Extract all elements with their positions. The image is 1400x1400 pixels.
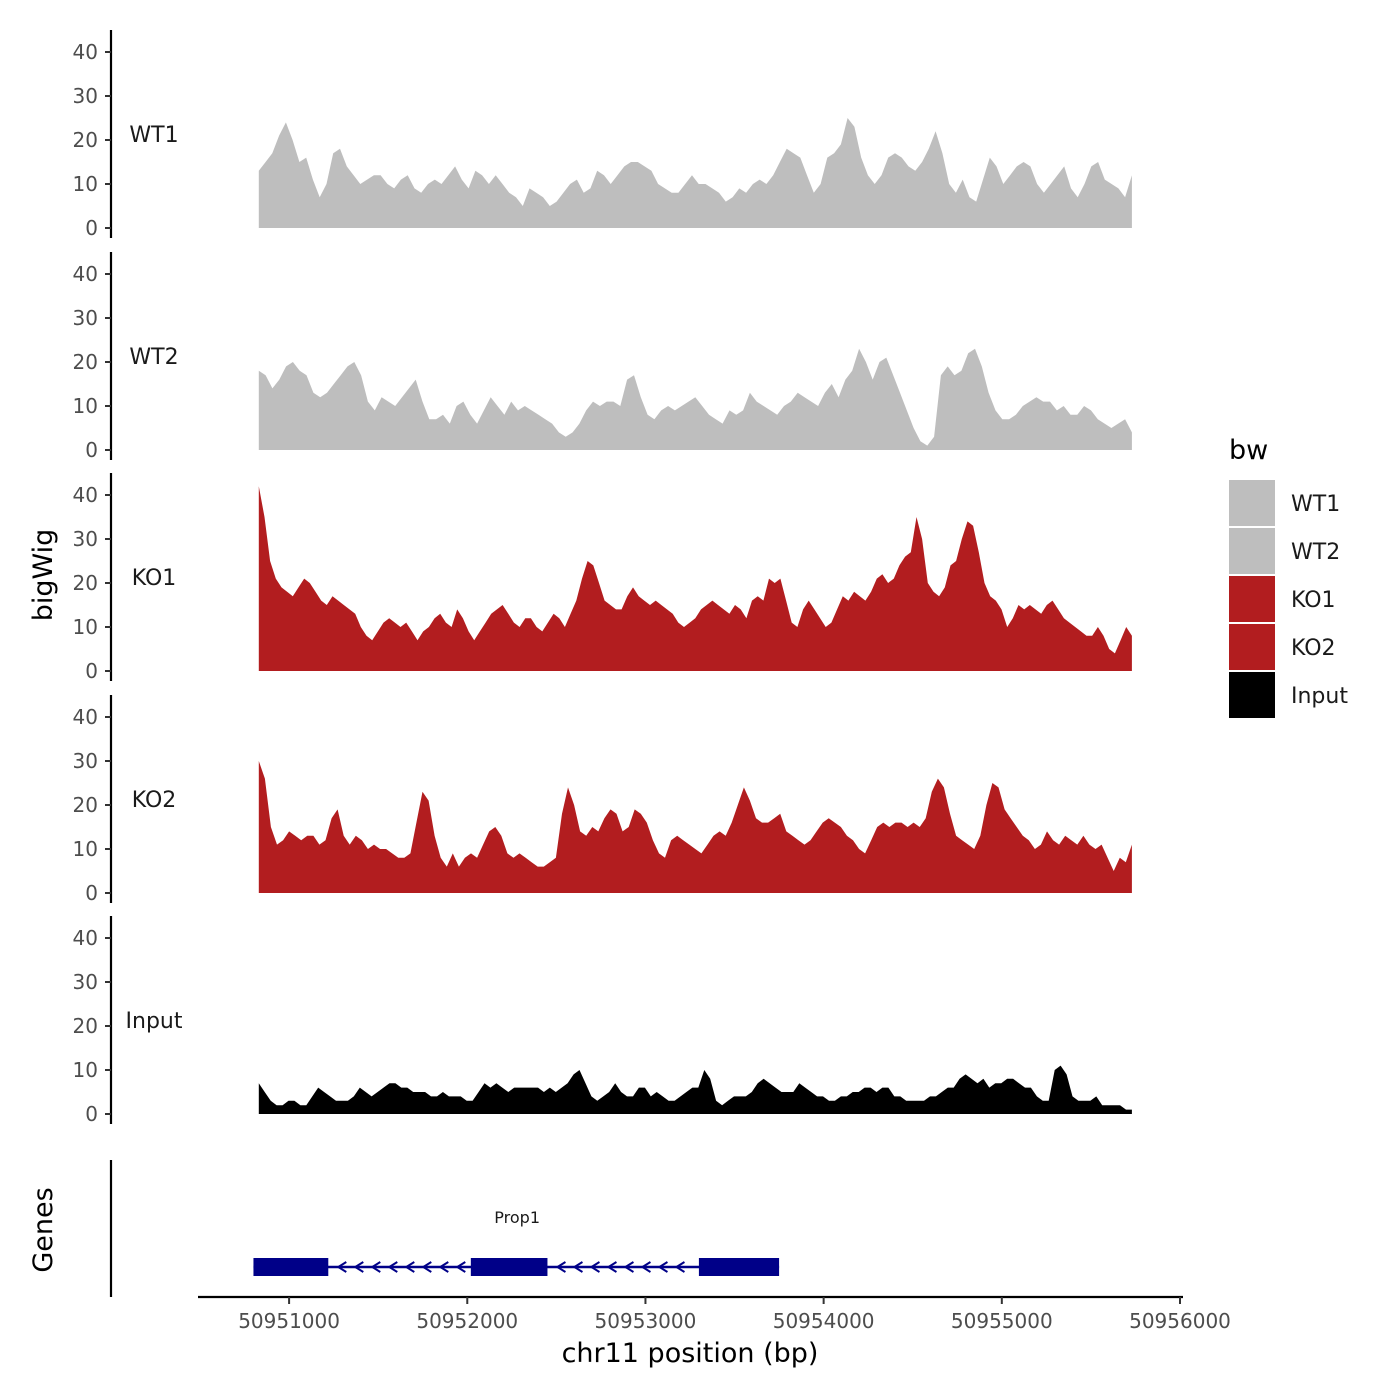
y-tick-label: 30 [73,306,98,330]
y-tick-label: 0 [85,216,98,240]
y-tick-label: 10 [73,615,98,639]
strand-arrow [336,1261,347,1273]
strand-arrow [589,1261,600,1273]
track-panels: 0 10 20 30 40 WT1 0 10 20 30 40 WT2 0 10 20 30 40 KO1 0 10 2… [73,30,1132,1126]
y-tick-label: 0 [85,438,98,462]
strand-arrow [353,1261,364,1273]
gene-label: Prop1 [494,1208,540,1227]
y-tick-label: 40 [73,705,98,729]
y-axis-title: bigWig [28,529,59,622]
legend-entries: WT1 WT2 KO1 KO2 Input [1229,480,1348,718]
track-label-wt1: WT1 [129,123,178,148]
y-tick-label: 20 [73,571,98,595]
x-tick-label: 50956000 [1129,1309,1231,1333]
track-panel-wt1: 0 10 20 30 40 WT1 [73,30,1132,240]
strand-arrow [606,1261,617,1273]
x-tick-label: 50953000 [595,1309,697,1333]
strand-arrow [674,1261,685,1273]
y-tick-label: 10 [73,837,98,861]
legend-label-input: Input [1291,684,1348,709]
signal-area-input [258,1065,1132,1114]
signal-area-wt1 [258,118,1132,228]
x-axis: 50951000 50952000 50953000 50954000 50955000… [198,1295,1231,1369]
genes-track-title: Genes [28,1187,59,1272]
genes-group: Prop1 [253,1208,780,1276]
strand-arrow [623,1261,634,1273]
legend: bw WT1 WT2 KO1 KO2 Input [1229,435,1348,718]
x-tick-label: 50952000 [416,1309,518,1333]
x-tick-label: 50954000 [773,1309,875,1333]
y-tick-label: 40 [73,483,98,507]
track-panel-ko1: 0 10 20 30 40 KO1 [73,473,1132,683]
y-tick-label: 0 [85,1102,98,1126]
track-label-ko1: KO1 [132,566,177,591]
signal-area-ko1 [258,486,1132,671]
legend-swatch-input [1229,672,1275,718]
y-tick-label: 40 [73,40,98,64]
strand-arrow [370,1261,381,1273]
strand-arrow [421,1261,432,1273]
y-tick-label: 40 [73,926,98,950]
strand-arrow [438,1261,449,1273]
track-label-input: Input [126,1009,183,1034]
gene-exon [470,1258,548,1276]
legend-title: bw [1229,435,1268,466]
legend-swatch-wt2 [1229,528,1275,574]
track-panel-ko2: 0 10 20 30 40 KO2 [73,695,1132,905]
y-tick-label: 20 [73,350,98,374]
legend-label-wt2: WT2 [1291,540,1340,565]
legend-swatch-wt1 [1229,480,1275,526]
y-tick-label: 40 [73,262,98,286]
legend-label-ko2: KO2 [1291,636,1336,661]
y-tick-label: 20 [73,1014,98,1038]
y-tick-label: 0 [85,659,98,683]
strand-arrow [640,1261,651,1273]
track-label-ko2: KO2 [132,788,177,813]
track-panel-input: 0 10 20 30 40 Input [73,916,1132,1126]
y-tick-label: 10 [73,394,98,418]
gene-exon [698,1258,780,1276]
strand-arrow [387,1261,398,1273]
legend-label-ko1: KO1 [1291,588,1336,613]
y-tick-label: 30 [73,749,98,773]
strand-arrow [455,1261,466,1273]
legend-label-wt1: WT1 [1291,492,1340,517]
track-panel-wt2: 0 10 20 30 40 WT2 [73,252,1132,462]
y-tick-label: 10 [73,172,98,196]
y-tick-label: 30 [73,84,98,108]
y-tick-label: 20 [73,793,98,817]
strand-arrow [555,1261,566,1273]
legend-swatch-ko1 [1229,576,1275,622]
signal-area-ko2 [258,761,1132,893]
x-axis-title: chr11 position (bp) [562,1338,819,1369]
strand-arrow [572,1261,583,1273]
strand-arrow [404,1261,415,1273]
x-tick-label: 50951000 [238,1309,340,1333]
track-label-wt2: WT2 [129,345,178,370]
y-tick-label: 10 [73,1058,98,1082]
y-tick-label: 30 [73,970,98,994]
legend-swatch-ko2 [1229,624,1275,670]
y-tick-label: 20 [73,128,98,152]
y-tick-label: 30 [73,527,98,551]
genes-track: Genes Prop1 [28,1160,780,1297]
x-ticks: 50951000 50952000 50953000 50954000 50955000… [238,1297,1231,1333]
y-tick-label: 0 [85,881,98,905]
gene-exon [253,1258,329,1276]
strand-arrow [657,1261,668,1273]
x-tick-label: 50955000 [951,1309,1053,1333]
signal-area-wt2 [258,348,1132,450]
